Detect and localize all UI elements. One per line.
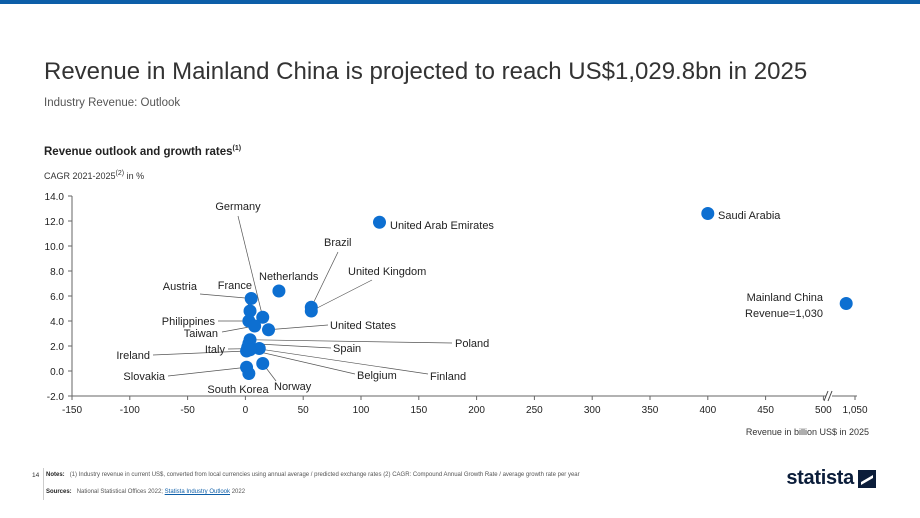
x-tick-label: -100	[120, 405, 140, 416]
x-tick-label: 500	[815, 405, 832, 416]
data-label: Poland	[455, 338, 489, 350]
y-axis-label-unit: in %	[124, 171, 145, 181]
statista-logo-icon	[858, 469, 876, 488]
data-label: Slovakia	[123, 371, 165, 383]
leader-line	[250, 339, 453, 344]
section-title-footnote: (1)	[232, 145, 242, 152]
y-tick-label: -2.0	[47, 392, 65, 403]
sources-text: National Statistical Offices 2022;	[76, 489, 163, 495]
leader-line	[310, 251, 339, 308]
chart-section-title: Revenue outlook and growth rates(1)	[44, 145, 241, 158]
data-label: Revenue=1,030	[745, 308, 823, 320]
y-tick-label: 8.0	[50, 267, 64, 278]
x-tick-label: 200	[468, 405, 485, 416]
data-point	[372, 215, 386, 229]
sources: Sources: National Statistical Offices 20…	[46, 489, 245, 495]
data-point	[256, 357, 270, 370]
x-tick-label: -150	[62, 405, 82, 416]
data-label: Netherlands	[259, 271, 319, 283]
leader-line	[249, 349, 356, 375]
data-label: United Arab Emirates	[390, 220, 494, 232]
data-label: Belgium	[357, 370, 397, 382]
leader-line	[237, 215, 264, 318]
section-title-text: Revenue outlook and growth rates	[44, 145, 233, 158]
notes: Notes: (1) Industry revenue in current U…	[46, 472, 580, 478]
data-label: United Kingdom	[348, 266, 426, 278]
data-point	[243, 304, 257, 318]
data-label: South Korea	[207, 384, 269, 396]
data-point	[839, 297, 853, 310]
x-tick-label: 1,050	[842, 405, 867, 416]
notes-label: Notes:	[46, 472, 65, 478]
data-label: Finland	[430, 371, 466, 383]
data-label: Brazil	[324, 237, 352, 249]
statista-logo: statista	[786, 467, 876, 490]
data-point	[248, 319, 262, 333]
leader-line	[167, 366, 247, 377]
y-tick-label: 2.0	[50, 342, 64, 353]
footer-divider	[43, 468, 44, 500]
data-point	[272, 284, 286, 298]
leader-line	[268, 324, 329, 331]
data-label: Saudi Arabia	[718, 210, 781, 222]
data-point	[304, 304, 318, 318]
x-tick-label: 250	[526, 405, 543, 416]
data-label: Spain	[333, 343, 361, 355]
data-point	[701, 207, 715, 220]
y-axis-label-text: CAGR 2021-2025	[44, 171, 116, 181]
leader-line	[311, 279, 373, 312]
y-tick-label: 0.0	[50, 367, 64, 378]
x-axis-label: Revenue in billion US$ in 2025	[745, 427, 869, 437]
leader-line	[247, 346, 429, 375]
data-label: France	[218, 280, 252, 292]
y-axis-label-footnote: (2)	[115, 170, 125, 177]
y-tick-label: 12.0	[45, 217, 65, 228]
sources-year: 2022	[231, 489, 246, 495]
x-tick-label: -50	[180, 405, 195, 416]
axis-break-mark	[827, 390, 833, 402]
x-tick-label: 150	[410, 405, 427, 416]
x-tick-label: 100	[353, 405, 370, 416]
data-label: Philippines	[162, 316, 216, 328]
top-accent-bar	[0, 0, 920, 4]
data-label: Taiwan	[184, 328, 218, 340]
logo-wordmark: statista	[786, 467, 854, 489]
data-label: Austria	[163, 281, 198, 293]
page-subtitle: Industry Revenue: Outlook	[44, 97, 181, 109]
x-tick-label: 350	[642, 405, 659, 416]
data-point	[262, 323, 276, 337]
x-tick-label: 50	[298, 405, 310, 416]
data-point	[256, 310, 270, 324]
sources-label: Sources:	[46, 489, 72, 495]
data-label: Ireland	[116, 350, 150, 362]
y-tick-label: 14.0	[45, 192, 65, 203]
data-label: Germany	[215, 201, 261, 213]
leader-line	[199, 293, 252, 299]
y-tick-label: 10.0	[45, 242, 65, 253]
y-tick-label: 4.0	[50, 317, 64, 328]
sources-link[interactable]: Statista Industry Outlook	[164, 489, 231, 495]
x-tick-label: 0	[243, 405, 249, 416]
notes-text: (1) Industry revenue in current US$, con…	[69, 472, 580, 478]
data-label: Norway	[274, 381, 312, 393]
x-tick-label: 400	[699, 405, 716, 416]
page-title: Revenue in Mainland China is projected t…	[44, 58, 808, 85]
footer: 14 Notes: (1) Industry revenue in curren…	[0, 458, 920, 518]
x-tick-label: 450	[757, 405, 774, 416]
axis-break-mark	[823, 390, 829, 402]
leader-line	[152, 350, 247, 356]
data-label: Italy	[205, 344, 226, 356]
data-point	[244, 292, 258, 305]
data-label: Mainland China	[747, 292, 824, 304]
x-tick-label: 300	[584, 405, 601, 416]
data-point	[243, 343, 257, 357]
data-point	[242, 367, 256, 380]
y-tick-label: 6.0	[50, 292, 64, 303]
page-number: 14	[32, 472, 40, 479]
data-label: United States	[330, 320, 397, 332]
y-axis-label: CAGR 2021-2025(2) in %	[44, 170, 144, 181]
